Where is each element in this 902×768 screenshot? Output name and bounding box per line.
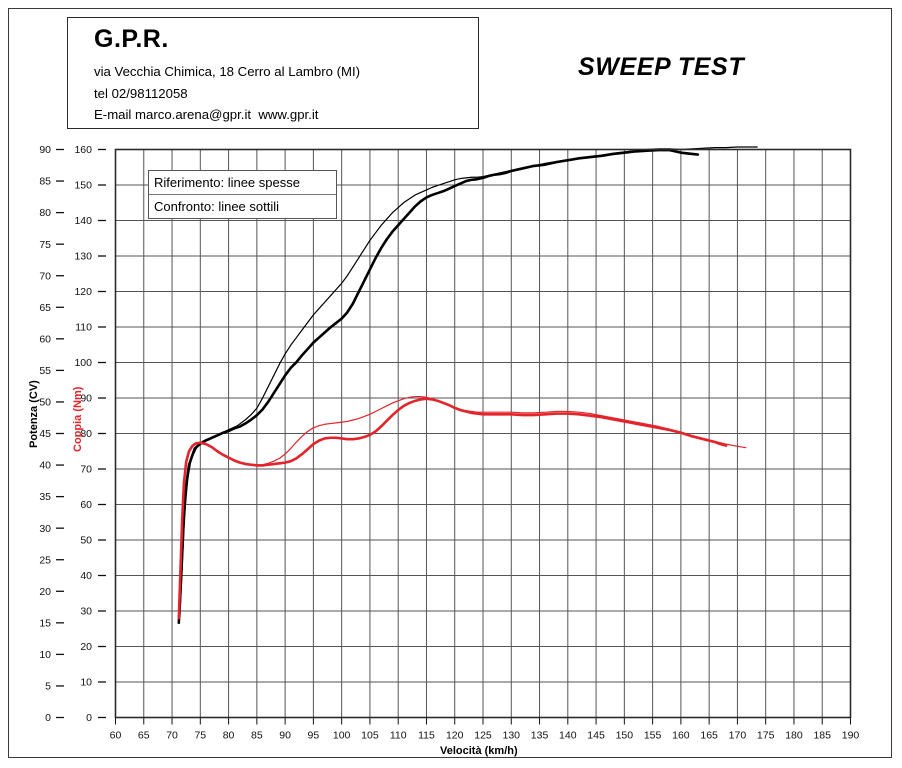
y-axis-title-power: Potenza (CV) <box>28 380 40 448</box>
svg-text:100: 100 <box>74 357 92 369</box>
svg-text:85: 85 <box>251 730 263 742</box>
svg-text:140: 140 <box>559 730 577 742</box>
curve-reference-torque <box>177 397 728 620</box>
svg-text:25: 25 <box>39 554 51 566</box>
svg-text:110: 110 <box>390 730 407 742</box>
svg-text:35: 35 <box>39 491 51 503</box>
legend-item-comparison: Confronto: linee sottili <box>149 194 336 218</box>
svg-text:65: 65 <box>39 302 51 314</box>
svg-text:190: 190 <box>842 730 860 742</box>
svg-text:70: 70 <box>39 270 51 282</box>
svg-text:180: 180 <box>785 730 803 742</box>
svg-text:30: 30 <box>80 606 92 618</box>
svg-text:40: 40 <box>80 570 92 582</box>
svg-text:15: 15 <box>39 617 51 629</box>
svg-text:115: 115 <box>418 730 435 742</box>
svg-text:55: 55 <box>39 365 51 377</box>
svg-text:135: 135 <box>531 730 549 742</box>
svg-text:185: 185 <box>813 730 831 742</box>
svg-text:70: 70 <box>80 464 92 476</box>
svg-text:170: 170 <box>729 730 747 742</box>
svg-text:145: 145 <box>587 730 605 742</box>
curve-comparison-power <box>179 146 758 618</box>
svg-text:75: 75 <box>39 239 51 251</box>
svg-text:80: 80 <box>80 428 92 440</box>
company-name: G.P.R. <box>94 25 169 53</box>
svg-text:95: 95 <box>308 730 320 742</box>
svg-text:60: 60 <box>110 730 122 742</box>
svg-text:160: 160 <box>74 144 92 156</box>
svg-text:150: 150 <box>616 730 634 742</box>
svg-text:80: 80 <box>39 207 51 219</box>
svg-text:5: 5 <box>45 681 51 693</box>
chart-tick-marks <box>56 148 851 725</box>
svg-text:165: 165 <box>700 730 718 742</box>
legend-box: Riferimento: linee spesse Confronto: lin… <box>148 170 337 220</box>
svg-text:0: 0 <box>86 712 92 724</box>
svg-text:65: 65 <box>138 730 150 742</box>
company-contact: E-mail marco.arena@gpr.it www.gpr.it <box>94 107 319 122</box>
chart-gridlines <box>115 149 851 718</box>
svg-text:0: 0 <box>45 712 51 724</box>
svg-text:120: 120 <box>74 286 92 298</box>
svg-text:80: 80 <box>223 730 235 742</box>
svg-text:125: 125 <box>474 730 492 742</box>
svg-text:90: 90 <box>80 393 92 405</box>
svg-text:175: 175 <box>757 730 775 742</box>
svg-text:130: 130 <box>74 251 92 263</box>
svg-text:105: 105 <box>361 730 379 742</box>
legend-item-reference: Riferimento: linee spesse <box>154 175 300 190</box>
curve-comparison-torque <box>178 395 747 616</box>
company-phone: tel 02/98112058 <box>94 85 188 101</box>
chart-tick-labels: 60 65 70 75 80 85 90 95 100 105 110 115 120 125 130 135… <box>39 144 859 741</box>
svg-text:75: 75 <box>194 730 206 742</box>
x-axis-title: Velocità (km/h) <box>440 745 518 757</box>
svg-text:90: 90 <box>39 144 51 156</box>
svg-text:40: 40 <box>39 460 51 472</box>
svg-text:30: 30 <box>39 523 51 535</box>
svg-text:20: 20 <box>80 641 92 653</box>
svg-text:10: 10 <box>39 649 51 661</box>
svg-text:130: 130 <box>503 730 521 742</box>
svg-text:10: 10 <box>80 677 92 689</box>
document-frame <box>8 8 892 758</box>
svg-text:160: 160 <box>672 730 690 742</box>
svg-text:90: 90 <box>279 730 291 742</box>
svg-text:85: 85 <box>39 176 51 188</box>
svg-text:140: 140 <box>74 215 92 227</box>
chart-curves <box>177 146 758 625</box>
svg-text:20: 20 <box>39 586 51 598</box>
plot-area-border <box>114 148 852 719</box>
page-title: SWEEP TEST <box>578 53 745 81</box>
svg-text:70: 70 <box>166 730 178 742</box>
y-axis-title-torque: Coppia (Nm) <box>72 386 84 452</box>
company-header-box: G.P.R. via Vecchia Chimica, 18 Cerro al … <box>67 17 479 129</box>
company-address: via Vecchia Chimica, 18 Cerro al Lambro … <box>94 64 361 80</box>
svg-text:110: 110 <box>75 322 92 334</box>
svg-text:155: 155 <box>644 730 662 742</box>
svg-text:120: 120 <box>446 730 464 742</box>
svg-text:50: 50 <box>80 535 92 547</box>
svg-text:60: 60 <box>80 499 92 511</box>
svg-text:45: 45 <box>39 428 51 440</box>
svg-text:60: 60 <box>39 333 51 345</box>
svg-text:50: 50 <box>39 397 51 409</box>
svg-text:100: 100 <box>333 730 351 742</box>
svg-text:150: 150 <box>74 180 92 192</box>
